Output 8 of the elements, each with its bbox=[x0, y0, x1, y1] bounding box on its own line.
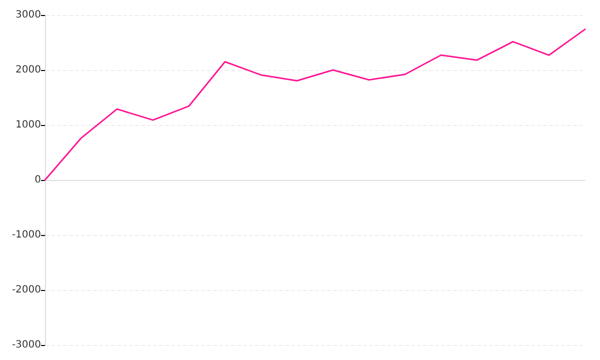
y-tick-label: -2000 bbox=[12, 284, 41, 296]
y-tick-label: 1000 bbox=[16, 120, 41, 130]
line-series bbox=[44, 28, 586, 181]
y-tick-label: -1000 bbox=[12, 230, 41, 240]
y-tick-label: 3000 bbox=[16, 10, 41, 20]
y-tick-label: -3000 bbox=[12, 340, 41, 350]
y-tick-label: 0 bbox=[34, 174, 41, 186]
y-tick-label: 2000 bbox=[16, 64, 41, 76]
